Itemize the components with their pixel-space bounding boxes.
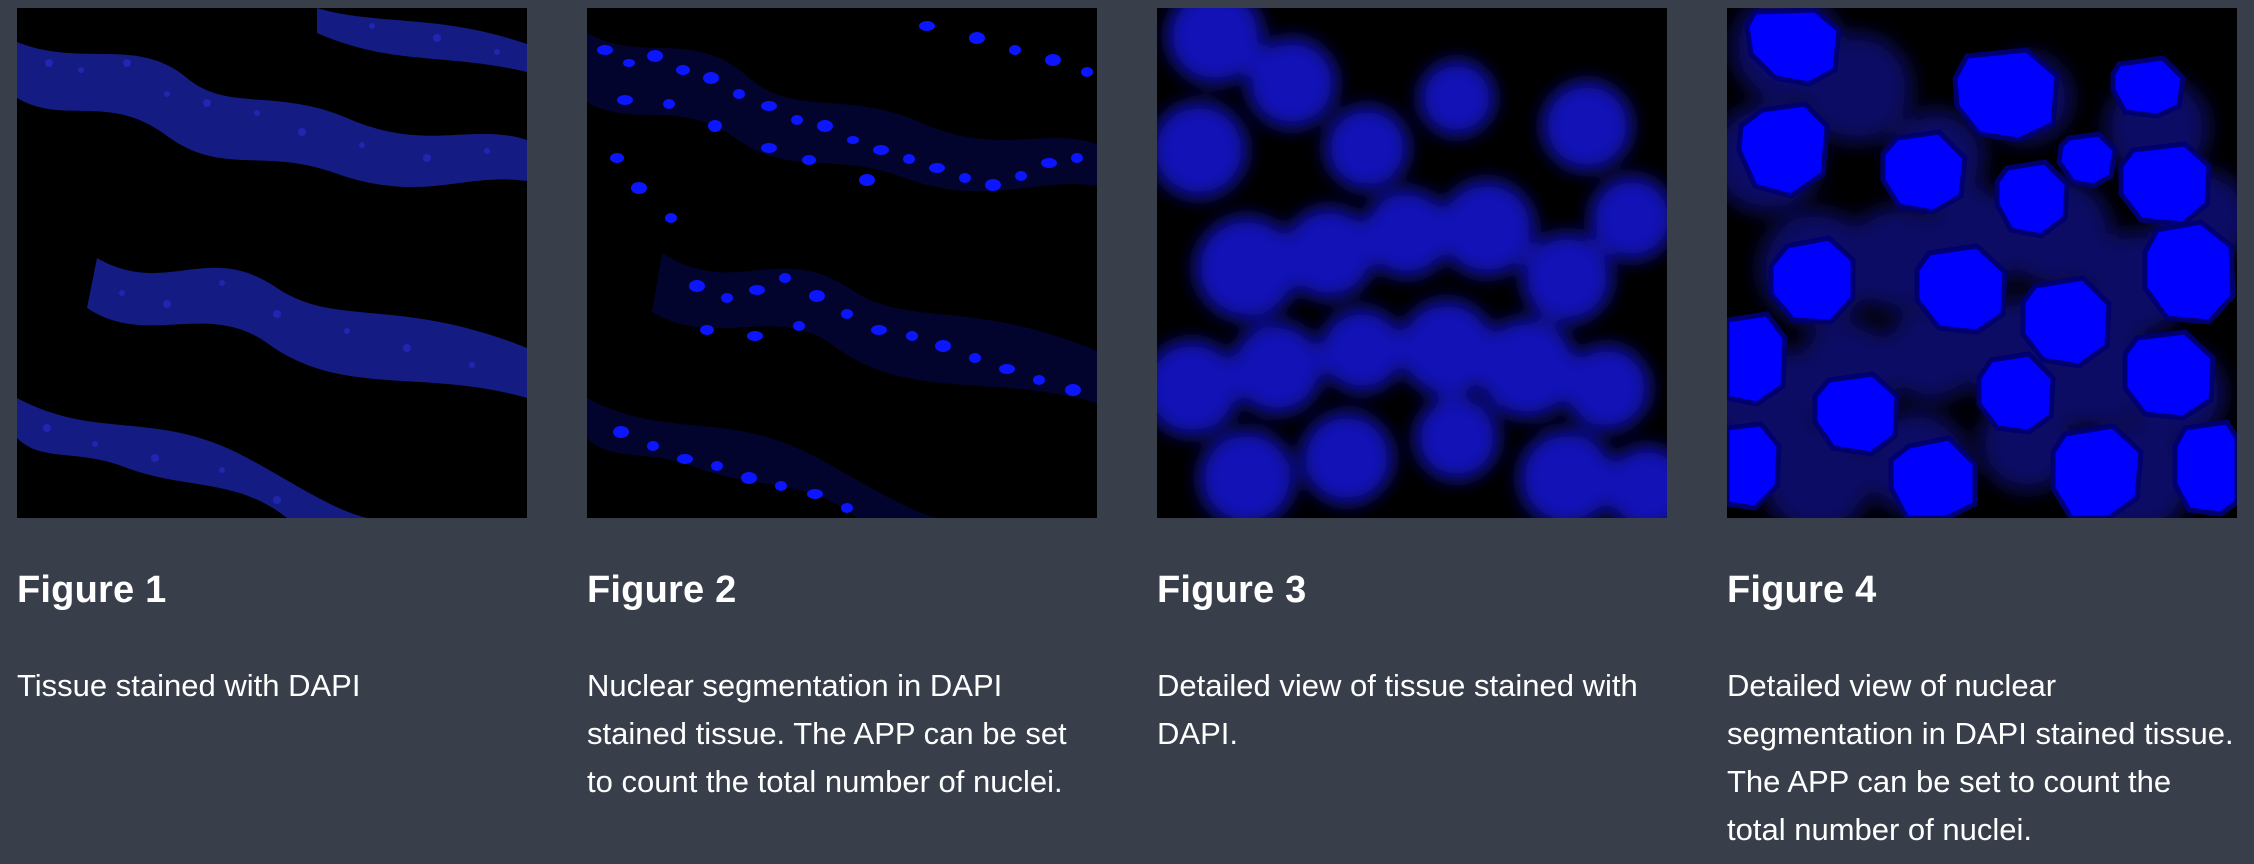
- figure-1-title: Figure 1: [17, 569, 167, 611]
- dapi-tissue-image: [17, 8, 527, 518]
- figure-2-image: [587, 8, 1097, 518]
- figure-2-caption: Nuclear segmentation in DAPI stained tis…: [587, 668, 1067, 799]
- figure-2-title: Figure 2: [587, 569, 737, 611]
- nuclear-segmentation-image: [587, 8, 1097, 518]
- figure-card-3: Figure 3 Detailed view of tissue stained…: [1157, 0, 1667, 751]
- figure-4-title: Figure 4: [1727, 569, 1877, 611]
- figure-card-4: Figure 4 Detailed view of nuclear segmen…: [1727, 0, 2237, 847]
- figure-3-caption: Detailed view of tissue stained with DAP…: [1157, 668, 1638, 751]
- figure-card-2: Figure 2 Nuclear segmentation in DAPI st…: [587, 0, 1097, 799]
- dapi-detail-image: [1157, 8, 1667, 518]
- segmentation-detail-image: [1727, 8, 2237, 518]
- figure-1-image: [17, 8, 527, 518]
- figure-3-image: [1157, 8, 1667, 518]
- figure-card-1: Figure 1 Tissue stained with DAPI: [17, 0, 527, 703]
- figure-4-image: [1727, 8, 2237, 518]
- figure-4-caption: Detailed view of nuclear segmentation in…: [1727, 668, 2234, 847]
- figure-1-caption: Tissue stained with DAPI: [17, 668, 361, 703]
- figure-3-title: Figure 3: [1157, 569, 1307, 611]
